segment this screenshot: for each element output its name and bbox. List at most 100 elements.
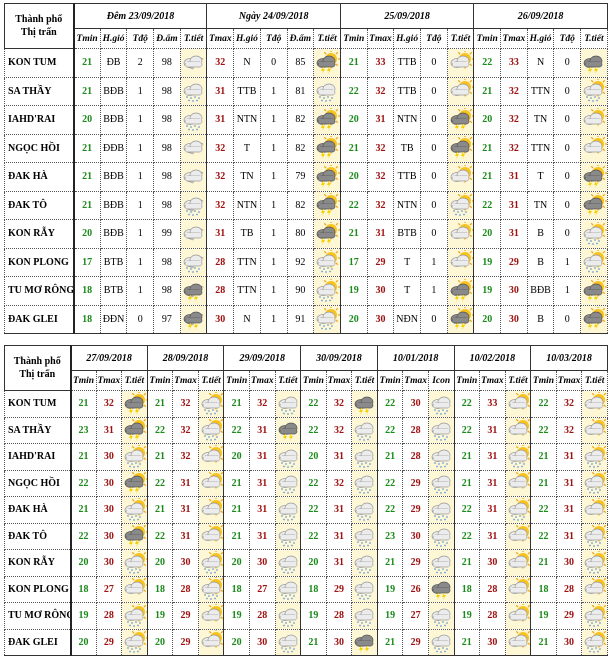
weather-icon-cell: [580, 105, 608, 135]
weather-icon-cell: [351, 549, 378, 577]
tmax-value: 32: [206, 48, 235, 78]
storm-icon: [582, 51, 607, 75]
weather-icon-cell: [581, 522, 608, 550]
sun-cloud-icon: [506, 550, 530, 575]
weather-icon-cell: [581, 390, 608, 418]
tmax-value: 31: [479, 469, 506, 497]
tmax-value: 31: [248, 416, 276, 444]
table-row: TU MƠ RÔNG 19 28 19 29 19 28 19 28 19 27 19 28 19 29: [4, 602, 608, 630]
tmin-value: 19: [473, 276, 502, 306]
wind-direction: BĐB: [99, 105, 128, 135]
date-header: Đêm 23/09/2018: [72, 3, 208, 29]
tmax-value: 32: [325, 416, 353, 444]
date-header: Ngày 24/09/2018: [206, 3, 341, 29]
sun-storm-icon: [315, 164, 340, 189]
tmax-value: 31: [172, 496, 199, 524]
weather-icon-cell: [581, 549, 608, 577]
cloud-rain-icon: [353, 604, 377, 628]
cloud-rain-icon: [429, 604, 453, 628]
humidity-value: 82: [286, 105, 315, 135]
weather-icon-cell: [313, 304, 341, 334]
weather-icon-cell: [351, 443, 378, 471]
weather-icon-cell: [274, 390, 302, 418]
tmin-value: 22: [70, 522, 97, 550]
header-row-fields: Tmin H.gió Tđộ Đ.ẩm T.tiết Tmax H.gió Tđộ Đ.ẩm T.…: [5, 28, 608, 49]
tmin-value: 21: [473, 162, 502, 192]
tmin-value: 21: [473, 133, 502, 163]
table-row: IAHD'RAI 20 BĐB 1 98 31 NTN 1 82 20 31 NTN 0 20 32 TN 0: [4, 105, 608, 135]
sun-storm-icon: [448, 278, 473, 303]
weather-icon-cell: [446, 133, 475, 163]
city-name: ĐAK GLEI: [4, 628, 72, 656]
header-row-dates: Thành phố Thị trấn Đêm 23/09/2018 Ngày 24/0…: [4, 3, 608, 49]
tmax-value: 29: [366, 247, 395, 277]
sun-storm-icon: [123, 418, 147, 442]
tmax-value: 31: [248, 469, 276, 497]
wind-direction: N: [233, 304, 261, 334]
field-header: Tmax: [500, 28, 528, 49]
table-row: ĐAK GLEI 20 29 20 29 20 30 21 30 21 29 21 30 21 30: [4, 628, 608, 656]
weather-icon-cell: [274, 549, 302, 577]
tmin-value: 17: [73, 247, 101, 277]
field-header: Tđộ: [419, 28, 448, 49]
weather-icon-cell: [313, 162, 341, 192]
city-name: KON RẪY: [4, 219, 75, 249]
sun-cloud-icon: [199, 603, 223, 628]
tmin-value: 21: [73, 162, 101, 192]
weather-icon-cell: [427, 496, 455, 524]
weather-icon-cell: [274, 496, 302, 524]
humidity-value: 98: [153, 276, 181, 306]
wind-speed: 0: [553, 190, 582, 220]
table-row: ĐAK TÔ 21 BĐB 1 98 32 NTN 1 82 22 32 NTN 0 22 31 TN 0: [4, 190, 608, 220]
wind-speed: 1: [553, 247, 582, 277]
tmax-value: 30: [248, 549, 276, 577]
weather-icon-cell: [504, 522, 532, 550]
city-name: NGỌC HỒI: [4, 133, 75, 163]
table-row: TU MƠ RÔNG 18 BTB 1 98 28 TTN 1 90 19 30 T 1 19 30 BĐB 1: [4, 276, 608, 306]
weather-icon-cell: [427, 549, 455, 577]
table-row: ĐAK TÔ 22 30 22 31 21 31 22 31 23 30 22 31 22 31: [4, 522, 608, 550]
tmin-value: 19: [376, 575, 404, 603]
tmax-value: 32: [325, 469, 353, 497]
wind-direction: TTN: [233, 247, 261, 277]
date-header: 28/09/2018: [146, 345, 225, 371]
wind-speed: 1: [553, 276, 582, 306]
table-row: KON TUM 21 32 21 32 21 32 22 32 22 30 22 33 22 32: [4, 390, 608, 418]
wind-direction: T: [526, 162, 555, 192]
table-row: NGỌC HỒI 22 30 22 31 21 31 22 32 22 29 21 31 21 31: [4, 469, 608, 497]
tmin-value: 21: [73, 190, 101, 220]
field-header: T.tiết: [121, 370, 148, 391]
tmax-value: 29: [402, 549, 429, 577]
tmin-value: 22: [376, 416, 404, 444]
field-header: T.tiết: [446, 28, 475, 49]
tmax-value: 29: [500, 247, 528, 277]
cloud-rain-icon: [276, 630, 300, 654]
tmin-value: 20: [223, 549, 250, 577]
tmin-value: 21: [530, 549, 557, 577]
tmax-value: 31: [206, 219, 235, 249]
wind-speed: 1: [126, 162, 155, 192]
wind-speed: 0: [419, 219, 448, 249]
tmax-value: 32: [366, 190, 395, 220]
wind-direction: BTB: [393, 219, 421, 249]
wind-direction: TTB: [393, 76, 421, 106]
tmax-value: 28: [248, 602, 276, 630]
wind-speed: 1: [419, 247, 448, 277]
sun-storm-icon: [123, 471, 147, 495]
sun-cloud-rain-icon: [199, 577, 223, 601]
tmax-value: 31: [479, 522, 506, 550]
tmax-value: 31: [95, 416, 123, 444]
tmax-value: 28: [325, 602, 353, 630]
weather-icon-cell: [179, 105, 208, 135]
wind-speed: 0: [126, 304, 155, 334]
tmax-value: 30: [95, 469, 123, 497]
sun-cloud-icon: [199, 524, 223, 548]
sun-storm-icon: [123, 391, 147, 416]
tmax-value: 28: [479, 602, 506, 630]
humidity-value: 80: [286, 219, 315, 249]
tmin-value: 21: [339, 133, 368, 163]
sun-cloud-rain-icon: [123, 550, 147, 575]
tmin-value: 19: [453, 602, 481, 630]
tmax-value: 30: [366, 304, 395, 334]
moon-cloud-icon: [181, 222, 206, 246]
